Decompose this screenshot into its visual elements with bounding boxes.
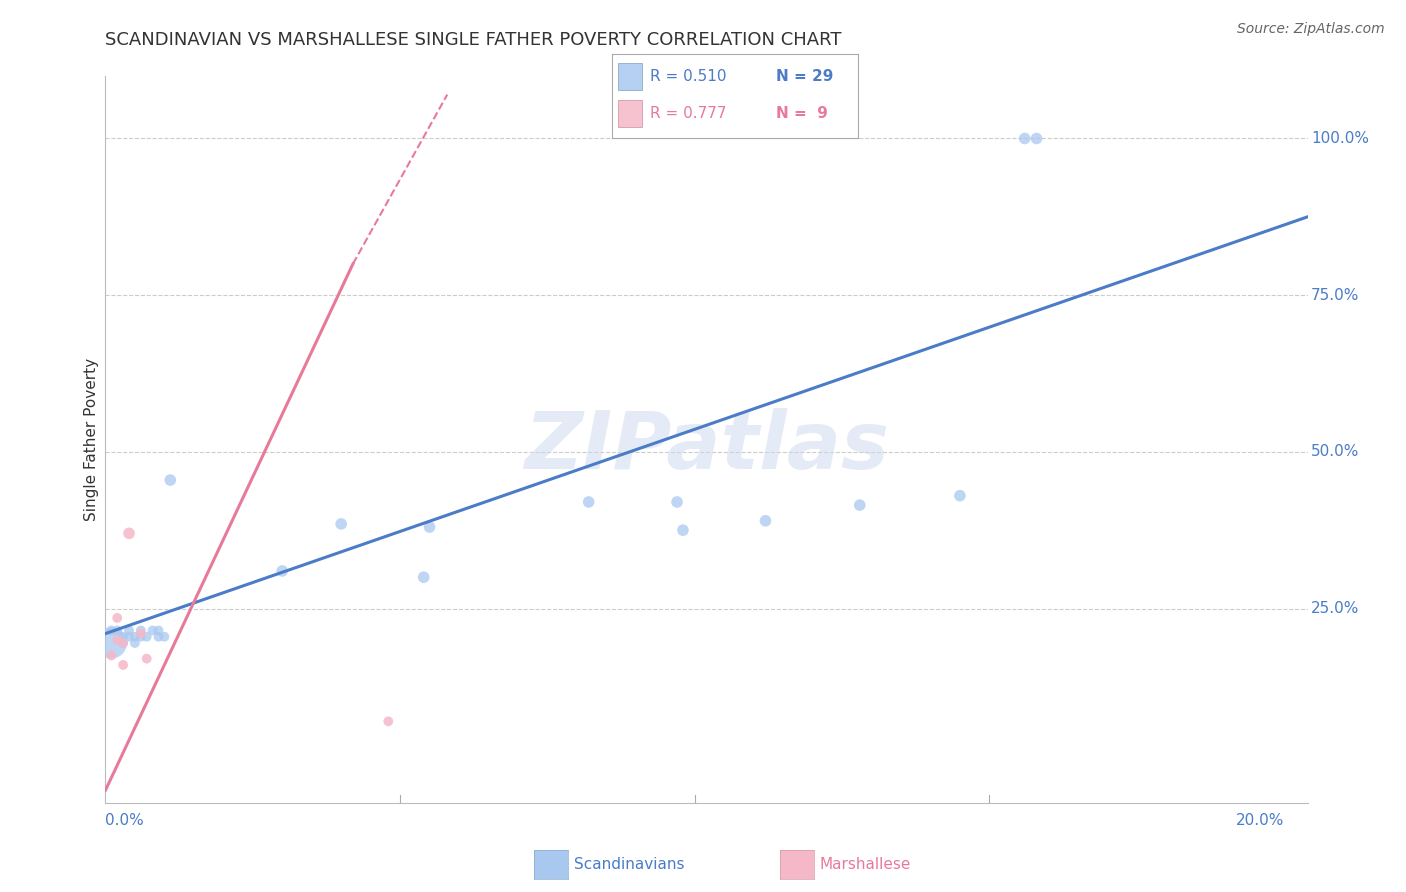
Point bbox=[112, 657, 135, 672]
Point bbox=[271, 564, 294, 578]
Point bbox=[118, 526, 141, 541]
Text: R = 0.510: R = 0.510 bbox=[650, 69, 727, 84]
Point bbox=[118, 630, 141, 644]
Text: Marshallese: Marshallese bbox=[820, 857, 911, 871]
Point bbox=[148, 630, 170, 644]
Point bbox=[377, 714, 399, 729]
Text: N =  9: N = 9 bbox=[776, 106, 828, 121]
Point bbox=[105, 611, 128, 625]
Point bbox=[159, 473, 181, 487]
Bar bbox=[617, 100, 643, 128]
Point bbox=[135, 651, 157, 665]
Text: Source: ZipAtlas.com: Source: ZipAtlas.com bbox=[1237, 22, 1385, 37]
Text: SCANDINAVIAN VS MARSHALLESE SINGLE FATHER POVERTY CORRELATION CHART: SCANDINAVIAN VS MARSHALLESE SINGLE FATHE… bbox=[105, 31, 842, 49]
Y-axis label: Single Father Poverty: Single Father Poverty bbox=[83, 358, 98, 521]
Point bbox=[105, 624, 128, 638]
Point bbox=[112, 636, 135, 650]
Point bbox=[578, 495, 600, 509]
Point bbox=[124, 636, 146, 650]
Point bbox=[1014, 131, 1036, 145]
Point bbox=[100, 648, 122, 663]
Text: 20.0%: 20.0% bbox=[1236, 813, 1284, 828]
Point bbox=[672, 523, 695, 537]
Point bbox=[124, 630, 146, 644]
Point bbox=[100, 624, 122, 638]
Text: 25.0%: 25.0% bbox=[1312, 601, 1360, 616]
Point bbox=[148, 624, 170, 638]
Point bbox=[949, 489, 972, 503]
Point bbox=[1025, 131, 1047, 145]
Text: N = 29: N = 29 bbox=[776, 69, 834, 84]
Point bbox=[112, 630, 135, 644]
Point bbox=[666, 495, 689, 509]
Point bbox=[129, 626, 152, 640]
Text: 50.0%: 50.0% bbox=[1312, 444, 1360, 459]
Text: ZIPatlas: ZIPatlas bbox=[524, 408, 889, 485]
Point bbox=[135, 630, 157, 644]
Point bbox=[112, 636, 135, 650]
Point bbox=[118, 624, 141, 638]
Point bbox=[412, 570, 434, 584]
Point bbox=[754, 514, 776, 528]
Point bbox=[129, 630, 152, 644]
Point bbox=[330, 516, 353, 531]
Point bbox=[100, 636, 122, 650]
Point bbox=[419, 520, 441, 534]
Bar bbox=[617, 62, 643, 90]
Text: 0.0%: 0.0% bbox=[105, 813, 145, 828]
Point bbox=[129, 624, 152, 638]
Point bbox=[153, 630, 176, 644]
Text: 100.0%: 100.0% bbox=[1312, 131, 1369, 146]
Point bbox=[105, 632, 128, 647]
Text: 75.0%: 75.0% bbox=[1312, 287, 1360, 302]
Point bbox=[848, 498, 870, 512]
Text: R = 0.777: R = 0.777 bbox=[650, 106, 727, 121]
Point bbox=[142, 624, 165, 638]
Text: Scandinavians: Scandinavians bbox=[574, 857, 685, 871]
